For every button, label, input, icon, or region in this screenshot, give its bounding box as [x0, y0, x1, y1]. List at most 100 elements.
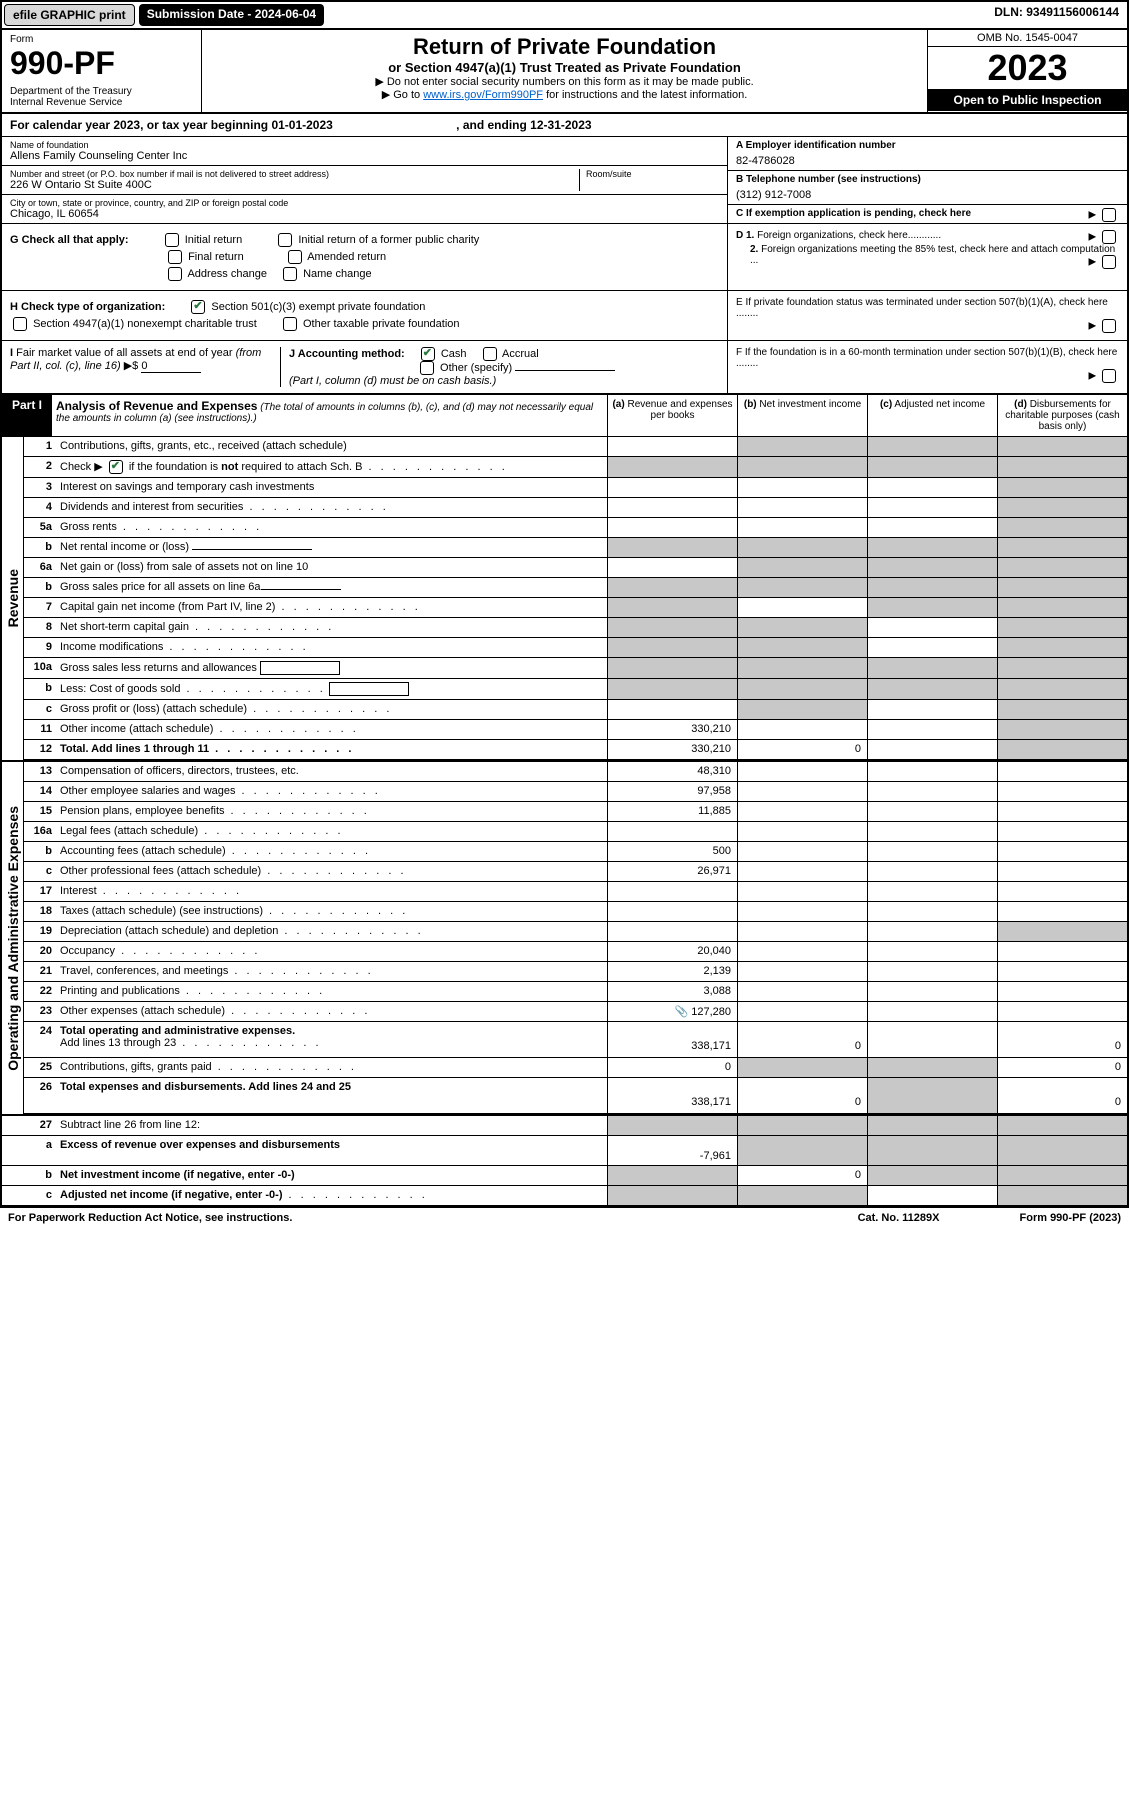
line-26: Total expenses and disbursements. Add li…: [56, 1078, 607, 1113]
checkbox-name-change[interactable]: [283, 267, 297, 281]
checkbox-cash[interactable]: [421, 347, 435, 361]
checkbox-501c3[interactable]: [191, 300, 205, 314]
dept-treasury: Department of the TreasuryInternal Reven…: [10, 86, 193, 108]
line-5a: Gross rents: [56, 518, 607, 537]
checkbox-accrual[interactable]: [483, 347, 497, 361]
line-16a: Legal fees (attach schedule): [56, 822, 607, 841]
line-24: Total operating and administrative expen…: [56, 1022, 607, 1057]
e-terminated: E If private foundation status was termi…: [736, 297, 1119, 319]
revenue-block: Revenue 1Contributions, gifts, grants, e…: [2, 437, 1127, 760]
d2-foreign-85: 2. Foreign organizations meeting the 85%…: [750, 244, 1119, 266]
foundation-name-cell: Name of foundation Allens Family Counsel…: [2, 137, 727, 166]
checkbox-c[interactable]: [1102, 208, 1116, 222]
form-title: Return of Private Foundation: [206, 34, 923, 60]
line-10b: Less: Cost of goods sold: [56, 679, 607, 699]
line-1: Contributions, gifts, grants, etc., rece…: [56, 437, 607, 456]
form-id-footer: Form 990-PF (2023): [1020, 1212, 1122, 1224]
cat-number: Cat. No. 11289X: [858, 1212, 940, 1224]
paperwork-notice: For Paperwork Reduction Act Notice, see …: [8, 1212, 292, 1224]
footer: For Paperwork Reduction Act Notice, see …: [0, 1208, 1129, 1228]
fmv-value: 0: [141, 360, 201, 373]
line-27c: Adjusted net income (if negative, enter …: [56, 1186, 607, 1205]
checkbox-address-change[interactable]: [168, 267, 182, 281]
check-section-ij: I Fair market value of all assets at end…: [2, 341, 1127, 394]
efile-print-button[interactable]: efile GRAPHIC print: [4, 4, 135, 26]
address-cell: Number and street (or P.O. box number if…: [2, 166, 727, 195]
submission-date: Submission Date - 2024-06-04: [139, 4, 324, 26]
header: Form 990-PF Department of the TreasuryIn…: [2, 30, 1127, 114]
line-7: Capital gain net income (from Part IV, l…: [56, 598, 607, 617]
irs-link[interactable]: www.irs.gov/Form990PF: [423, 89, 543, 101]
line-17: Interest: [56, 882, 607, 901]
header-left: Form 990-PF Department of the TreasuryIn…: [2, 30, 202, 112]
line-21: Travel, conferences, and meetings: [56, 962, 607, 981]
part1-header-row: Part I Analysis of Revenue and Expenses …: [2, 394, 1127, 437]
line-13: Compensation of officers, directors, tru…: [56, 762, 607, 781]
line-2: Check ▶ if the foundation is not require…: [56, 457, 607, 477]
col-b-header: (b) Net investment income: [737, 395, 867, 436]
line27-block: 27Subtract line 26 from line 12: aExcess…: [2, 1114, 1127, 1206]
form-label: Form: [10, 34, 193, 45]
header-center: Return of Private Foundation or Section …: [202, 30, 927, 112]
checkbox-final-return[interactable]: [168, 250, 182, 264]
phone-cell: B Telephone number (see instructions) (3…: [728, 171, 1127, 205]
omb-number: OMB No. 1545-0047: [928, 30, 1127, 47]
check-section-h: H Check type of organization: Section 50…: [2, 291, 1127, 341]
line-22: Printing and publications: [56, 982, 607, 1001]
f-60month: F If the foundation is in a 60-month ter…: [736, 347, 1119, 369]
checkbox-amended[interactable]: [288, 250, 302, 264]
form-container: efile GRAPHIC print Submission Date - 20…: [0, 0, 1129, 1208]
form-number: 990-PF: [10, 45, 193, 82]
line-16c: Other professional fees (attach schedule…: [56, 862, 607, 881]
line-10a: Gross sales less returns and allowances: [56, 658, 607, 678]
checkbox-other-taxable[interactable]: [283, 317, 297, 331]
checkbox-initial-former[interactable]: [278, 233, 292, 247]
check-section-g: G Check all that apply: Initial return I…: [2, 224, 1127, 291]
line-3: Interest on savings and temporary cash i…: [56, 478, 607, 497]
expenses-block: Operating and Administrative Expenses 13…: [2, 760, 1127, 1114]
line-27b: Net investment income (if negative, ente…: [56, 1166, 607, 1185]
line-18: Taxes (attach schedule) (see instruction…: [56, 902, 607, 921]
part1-label: Part I: [2, 395, 52, 436]
line-10c: Gross profit or (loss) (attach schedule): [56, 700, 607, 719]
line-19: Depreciation (attach schedule) and deple…: [56, 922, 607, 941]
identification-block: Name of foundation Allens Family Counsel…: [2, 137, 1127, 224]
open-public-inspection: Open to Public Inspection: [928, 89, 1127, 111]
revenue-side-label: Revenue: [2, 437, 24, 760]
form-subtitle: or Section 4947(a)(1) Trust Treated as P…: [206, 60, 923, 75]
line-23: Other expenses (attach schedule): [56, 1002, 607, 1021]
checkbox-d2[interactable]: [1102, 255, 1116, 269]
line-14: Other employee salaries and wages: [56, 782, 607, 801]
line-5b: Net rental income or (loss): [56, 538, 607, 557]
line-9: Income modifications: [56, 638, 607, 657]
city-cell: City or town, state or province, country…: [2, 195, 727, 223]
note-ssn: ▶ Do not enter social security numbers o…: [206, 75, 923, 88]
checkbox-e[interactable]: [1102, 319, 1116, 333]
line-6a: Net gain or (loss) from sale of assets n…: [56, 558, 607, 577]
checkbox-schb[interactable]: [109, 460, 123, 474]
line-11: Other income (attach schedule): [56, 720, 607, 739]
ein-cell: A Employer identification number 82-4786…: [728, 137, 1127, 171]
checkbox-d1[interactable]: [1102, 230, 1116, 244]
tax-year: 2023: [928, 47, 1127, 89]
line-25: Contributions, gifts, grants paid: [56, 1058, 607, 1077]
note-link: ▶ Go to www.irs.gov/Form990PF for instru…: [206, 88, 923, 101]
expenses-side-label: Operating and Administrative Expenses: [2, 762, 24, 1114]
exemption-pending-cell: C If exemption application is pending, c…: [728, 205, 1127, 222]
calendar-year-row: For calendar year 2023, or tax year begi…: [2, 114, 1127, 137]
col-c-header: (c) Adjusted net income: [867, 395, 997, 436]
checkbox-4947a1[interactable]: [13, 317, 27, 331]
line-12: Total. Add lines 1 through 11: [56, 740, 607, 759]
checkbox-other-method[interactable]: [420, 361, 434, 375]
d1-foreign: D 1. Foreign organizations, check here..…: [736, 230, 1119, 241]
col-a-header: (a) Revenue and expenses per books: [607, 395, 737, 436]
attachment-icon[interactable]: 📎: [674, 1006, 688, 1018]
line-16b: Accounting fees (attach schedule): [56, 842, 607, 861]
header-right: OMB No. 1545-0047 2023 Open to Public In…: [927, 30, 1127, 112]
checkbox-f[interactable]: [1102, 369, 1116, 383]
line-6b: Gross sales price for all assets on line…: [56, 578, 607, 597]
topbar: efile GRAPHIC print Submission Date - 20…: [2, 2, 1127, 30]
checkbox-initial-return[interactable]: [165, 233, 179, 247]
col-d-header: (d) Disbursements for charitable purpose…: [997, 395, 1127, 436]
line-20: Occupancy: [56, 942, 607, 961]
